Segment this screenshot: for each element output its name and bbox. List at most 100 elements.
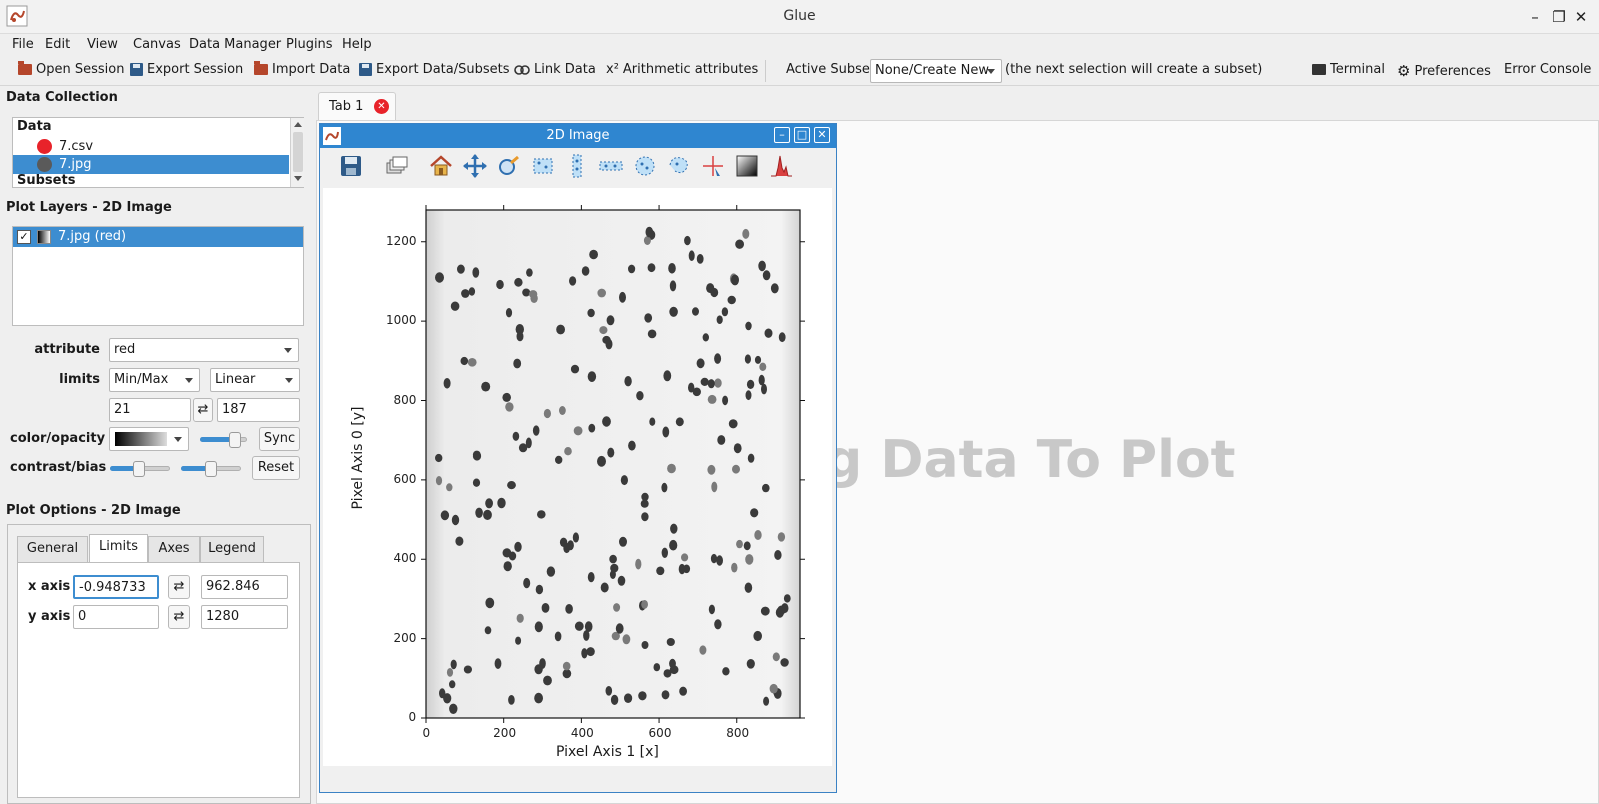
main-toolbar: Open Session Export Session Import Data … bbox=[0, 56, 1599, 86]
menu-file[interactable]: File bbox=[12, 37, 34, 52]
contrast-slider-handle[interactable] bbox=[133, 461, 145, 477]
viewer-maximize-icon[interactable]: □ bbox=[794, 127, 810, 143]
preferences-button[interactable]: ⚙ Preferences bbox=[1397, 62, 1491, 80]
image-speck bbox=[467, 358, 477, 367]
tab-general[interactable]: General bbox=[17, 536, 88, 562]
export-session-button[interactable]: Export Session bbox=[130, 62, 243, 77]
tab-axes[interactable]: Axes bbox=[148, 536, 200, 562]
attribute-combo[interactable]: red bbox=[109, 338, 299, 362]
restore-icon[interactable]: ❐ bbox=[1552, 8, 1566, 26]
vertical-range-select-icon[interactable] bbox=[564, 153, 590, 179]
x-max-field[interactable]: 962.846 bbox=[201, 575, 288, 599]
active-subset-combo[interactable]: None/Create New bbox=[870, 59, 1002, 83]
image-speck bbox=[570, 364, 580, 374]
image-speck bbox=[555, 455, 563, 464]
image-speck bbox=[610, 694, 619, 705]
close-tab-icon[interactable]: ✕ bbox=[374, 99, 389, 114]
image-speck bbox=[496, 279, 504, 290]
image-speck bbox=[505, 402, 514, 412]
image-speck bbox=[711, 481, 718, 493]
reset-button[interactable]: Reset bbox=[252, 456, 300, 480]
folder-icon bbox=[18, 61, 32, 75]
image-speck bbox=[746, 659, 755, 669]
scroll-thumb[interactable] bbox=[293, 132, 303, 172]
layers-icon[interactable] bbox=[384, 153, 410, 179]
horizontal-range-select-icon[interactable] bbox=[598, 153, 624, 179]
limits-mode-combo[interactable]: Min/Max bbox=[109, 368, 200, 392]
terminal-button[interactable]: Terminal bbox=[1312, 62, 1385, 77]
y-tick-label: 1200 bbox=[386, 233, 417, 248]
image-speck bbox=[716, 555, 723, 566]
image-speck bbox=[622, 634, 631, 645]
menu-data-manager[interactable]: Data Manager bbox=[189, 37, 282, 52]
link-data-button[interactable]: Link Data bbox=[514, 62, 596, 77]
tab-1[interactable]: Tab 1 ✕ bbox=[318, 92, 396, 120]
image-raster bbox=[426, 210, 800, 718]
menu-help[interactable]: Help bbox=[342, 37, 372, 52]
viewer-close-icon[interactable]: ✕ bbox=[814, 127, 830, 143]
tab-limits[interactable]: Limits bbox=[89, 534, 148, 562]
vmin-field[interactable]: 21 bbox=[109, 398, 191, 422]
error-console-button[interactable]: Error Console bbox=[1504, 62, 1592, 77]
crosshair-icon[interactable] bbox=[700, 153, 726, 179]
image-speck bbox=[599, 326, 608, 335]
layer-row[interactable]: ✓ 7.jpg (red) bbox=[13, 227, 303, 247]
list-item-selected[interactable]: 7.jpg bbox=[13, 155, 289, 174]
export-data-button[interactable]: Export Data/Subsets bbox=[359, 62, 510, 77]
opacity-slider-handle[interactable] bbox=[229, 432, 241, 448]
menu-canvas[interactable]: Canvas bbox=[133, 37, 181, 52]
pan-icon[interactable] bbox=[462, 153, 488, 179]
lasso-select-icon[interactable] bbox=[666, 153, 692, 179]
contrast-icon[interactable] bbox=[734, 153, 760, 179]
image-speck bbox=[541, 603, 550, 613]
chevron-down-icon bbox=[987, 69, 995, 74]
save-icon[interactable] bbox=[339, 153, 365, 179]
arithmetic-attributes-button[interactable]: x² Arithmetic attributes bbox=[606, 62, 758, 77]
list-item[interactable]: 7.csv bbox=[13, 137, 289, 156]
bias-slider-handle[interactable] bbox=[205, 461, 217, 477]
image-speck bbox=[532, 425, 540, 436]
y-max-field[interactable]: 1280 bbox=[201, 605, 288, 629]
image-speck bbox=[485, 597, 495, 609]
image-speck bbox=[746, 379, 755, 389]
layer-checkbox[interactable]: ✓ bbox=[17, 230, 31, 244]
rectangle-select-icon[interactable] bbox=[530, 153, 556, 179]
viewer-titlebar[interactable]: 2D Image – □ ✕ bbox=[320, 124, 836, 148]
histogram-icon[interactable] bbox=[768, 153, 794, 179]
circle-select-icon[interactable] bbox=[632, 153, 658, 179]
image-speck bbox=[472, 267, 480, 278]
swap-y-button[interactable]: ⇄ bbox=[168, 605, 190, 629]
home-icon[interactable] bbox=[428, 153, 454, 179]
color-combo[interactable] bbox=[109, 427, 189, 451]
x-min-field[interactable]: -0.948733 bbox=[73, 575, 159, 599]
scroll-down-icon[interactable] bbox=[294, 176, 302, 181]
sync-button[interactable]: Sync bbox=[259, 427, 300, 451]
image-speck bbox=[435, 453, 443, 463]
stretch-combo[interactable]: Linear bbox=[210, 368, 300, 392]
swap-x-button[interactable]: ⇄ bbox=[168, 575, 190, 599]
zoom-icon[interactable] bbox=[496, 153, 522, 179]
menu-edit[interactable]: Edit bbox=[45, 37, 71, 52]
open-session-label: Open Session bbox=[36, 62, 125, 77]
vmax-field[interactable]: 187 bbox=[217, 398, 300, 422]
close-icon[interactable]: ✕ bbox=[1574, 8, 1588, 26]
image-speck bbox=[732, 464, 740, 474]
menu-plugins[interactable]: Plugins bbox=[286, 37, 333, 52]
image-speck bbox=[484, 626, 492, 635]
list-scrollbar[interactable] bbox=[290, 118, 304, 187]
x-tick-label: 600 bbox=[648, 726, 672, 740]
y-min-field[interactable]: 0 bbox=[73, 605, 159, 629]
import-data-button[interactable]: Import Data bbox=[254, 61, 350, 77]
image-speck bbox=[508, 695, 515, 705]
viewer-minimize-icon[interactable]: – bbox=[774, 127, 790, 143]
menu-view[interactable]: View bbox=[87, 37, 118, 52]
image-speck bbox=[485, 498, 493, 509]
image-speck bbox=[777, 605, 786, 615]
minimize-icon[interactable]: – bbox=[1531, 8, 1539, 26]
scroll-up-icon[interactable] bbox=[294, 122, 302, 127]
open-session-button[interactable]: Open Session bbox=[18, 61, 125, 77]
plot-canvas[interactable]: 0 200 400 600 800 0 200 400 600 800 1000 1200 Pixe… bbox=[323, 188, 832, 766]
image-speck bbox=[562, 669, 572, 679]
tab-legend[interactable]: Legend bbox=[200, 536, 264, 562]
swap-limits-button[interactable]: ⇄ bbox=[193, 398, 213, 422]
